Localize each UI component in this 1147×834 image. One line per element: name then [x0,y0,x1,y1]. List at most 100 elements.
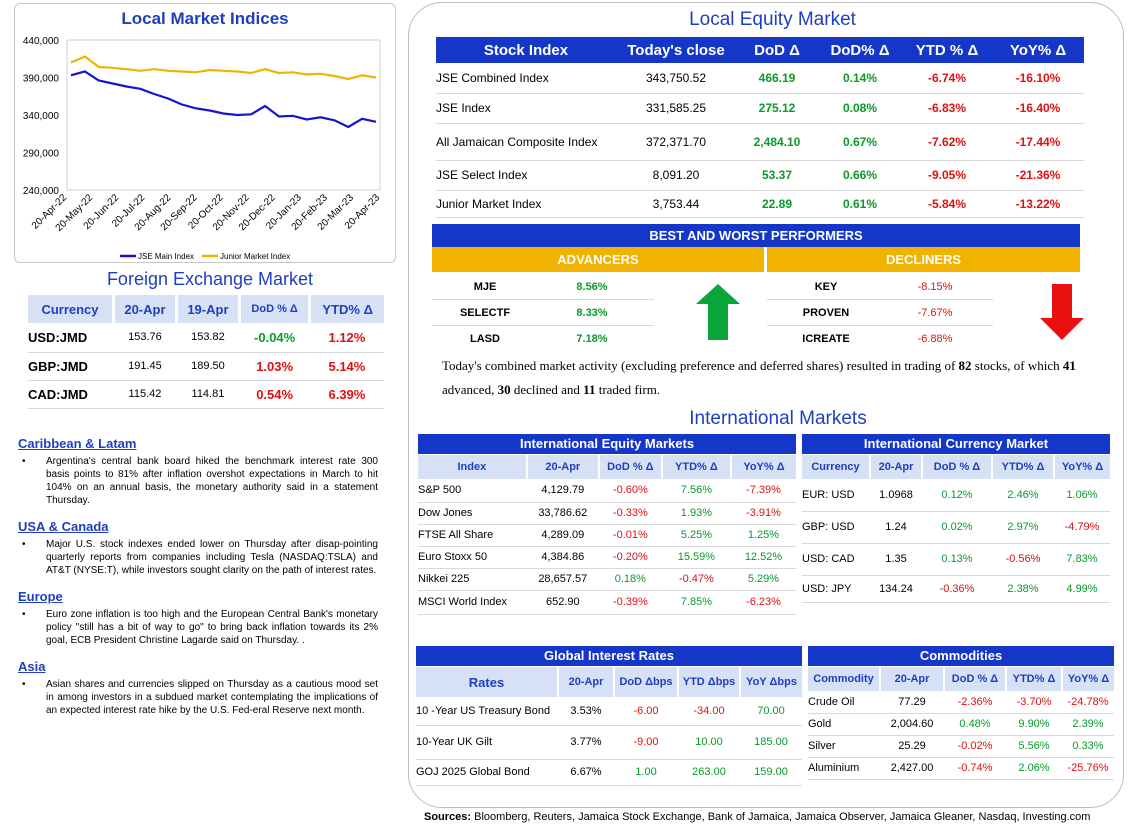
ieq-row: Dow Jones 33,786.62 -0.33% 1.93% -3.91% [418,502,796,525]
market-activity-text: Today's combined market activity (exclud… [442,354,1082,402]
ieq-header-dod: DoD % Δ [598,455,663,479]
comm-value: 77.29 [880,691,944,714]
equity-ytd: -9.05% [902,160,992,191]
rates-header-dod: DoD Δbps [614,667,679,697]
y-tick-label: 440,000 [23,36,60,47]
equity-header-dodp: DoD% Δ [830,41,890,59]
icur-header-ytd: YTD% Δ [992,455,1055,479]
rates-header-yoy: YoY Δbps [746,676,797,688]
comm-row: Aluminium 2,427.00 -0.74% 2.06% -25.76% [808,757,1114,780]
ieq-yoy: 1.25% [730,524,796,547]
fx-currency: USD:JMD [28,323,114,353]
equity-yoy: -16.40% [992,93,1084,124]
equity-close: 343,750.52 [616,63,736,94]
comm-name: Silver [808,735,880,758]
icur-ytd: 2.38% [992,575,1054,603]
indices-panel: Local Market Indices 440,000 390,000 340,0… [14,3,396,263]
comm-header-ytd: YTD% Δ [1006,667,1063,691]
decliner-row: PROVEN -7.67% [767,300,993,326]
activity-firm: 11 [583,382,596,397]
decliner-row: ICREATE -6.88% [767,326,993,352]
series-line-junior [70,55,377,81]
news-section: Caribbean & Latam Argentina's central ba… [18,436,378,507]
sources-text: Bloomberg, Reuters, Jamaica Stock Exchan… [471,811,1091,823]
ieq-value: 4,384.86 [526,546,599,569]
ieq-value: 28,657.57 [526,568,599,591]
comm-row: Crude Oil 77.29 -2.36% -3.70% -24.78% [808,691,1114,714]
comm-ytd: -3.70% [1006,691,1062,714]
ieq-yoy: -3.91% [730,502,796,525]
icur-name: USD: JPY [802,575,870,603]
activity-post: traded firm. [595,382,661,397]
rates-name: GOJ 2025 Global Bond [416,759,558,786]
ieq-ytd: 7.85% [661,590,731,615]
decliner-ticker: ICREATE [802,333,850,345]
equity-dodp: 0.08% [818,93,902,124]
equity-header-close: Today's close [627,41,725,59]
equity-yoy: -17.44% [992,123,1084,161]
decliner-ticker: PROVEN [802,306,850,319]
icur-row: GBP: USD 1.24 0.02% 2.97% -4.79% [802,511,1110,544]
fx-dod: -0.04% [239,323,310,353]
ieq-yoy: 5.29% [730,568,796,591]
ieq-row: S&P 500 4,129.79 -0.60% 7.56% -7.39% [418,479,796,503]
icur-ytd: -0.56% [992,543,1054,576]
rates-row: 10-Year UK Gilt 3.77% -9.00 10.00 185.00 [416,725,802,760]
comm-header-yoy: YoY% Δ [1067,673,1110,685]
fx-rate-19apr: 189.50 [176,352,240,381]
y-tick-label: 290,000 [23,149,60,160]
equity-dodp: 0.61% [818,190,902,218]
rates-dod: -9.00 [614,725,678,760]
equity-yoy: -13.22% [992,190,1084,218]
icur-header-currency: Currency [802,455,871,479]
legend-label: JSE Main Index [138,252,194,260]
comm-ytd: 5.56% [1006,735,1062,758]
news-region-heading: Caribbean & Latam [18,436,137,451]
equity-yoy: -21.36% [992,160,1084,191]
y-tick-label: 390,000 [23,74,60,85]
right-panel [408,2,1124,808]
decliner-change: -8.15% [917,280,953,293]
activity-mid2: advanced, [442,382,498,397]
news-region-heading: USA & Canada [18,519,109,534]
equity-index-name: JSE Select Index [436,160,616,191]
news-section: Asia Asian shares and currencies slipped… [18,659,378,717]
icur-title: International Currency Market [802,434,1110,454]
ieq-ytd: 7.56% [661,479,731,503]
rates-row: 10 -Year US Treasury Bond 3.53% -6.00 -34.0… [416,697,802,726]
equity-close: 8,091.20 [616,160,736,191]
equity-index-name: JSE Index [436,93,616,124]
indices-title: Local Market Indices [121,9,289,28]
rates-header-ytd: YTD Δbps [678,667,741,697]
news-region-heading: Europe [18,589,63,604]
rates-value: 3.77% [558,725,614,760]
ieq-yoy: -7.39% [730,479,796,503]
comm-ytd: 9.90% [1006,713,1062,736]
up-arrow-icon [696,284,740,340]
news-region-heading: Asia [18,659,46,674]
rates-table: Rates 20-Apr DoD Δbps YTD Δbps YoY Δbps … [416,667,802,786]
advancer-row: MJE 8.56% [432,274,654,300]
rates-value: 6.67% [558,759,614,786]
ieq-name: FTSE All Share [418,524,527,547]
advancer-change: 8.56% [576,280,608,293]
equity-header-dod: DoD Δ [754,41,800,59]
equity-row: All Jamaican Composite Index 372,371.70 … [436,123,1084,161]
fx-row: GBP:JMD 191.45 189.50 1.03% 5.14% [28,352,384,381]
rates-dod: 1.00 [614,759,678,786]
news-bullet: Euro zone inflation is too high and the … [18,608,378,647]
equity-ytd: -6.83% [902,93,992,124]
advancer-ticker: LASD [470,333,500,345]
comm-row: Gold 2,004.60 0.48% 9.90% 2.39% [808,713,1114,736]
fx-ytd: 5.14% [309,352,384,381]
comm-yoy: 2.39% [1062,713,1114,736]
icur-table: Currency 20-Apr DoD % Δ YTD% Δ YoY% Δ EU… [802,455,1110,603]
icur-name: GBP: USD [802,511,870,544]
equity-dod: 466.19 [736,63,818,94]
icur-name: USD: CAD [802,543,870,576]
ieq-ytd: 15.59% [661,546,731,569]
icur-header-dod: DoD % Δ [922,455,993,479]
sources-label: Sources: [424,811,472,823]
ieq-header-date: 20-Apr [526,455,600,479]
equity-close: 331,585.25 [616,93,736,124]
